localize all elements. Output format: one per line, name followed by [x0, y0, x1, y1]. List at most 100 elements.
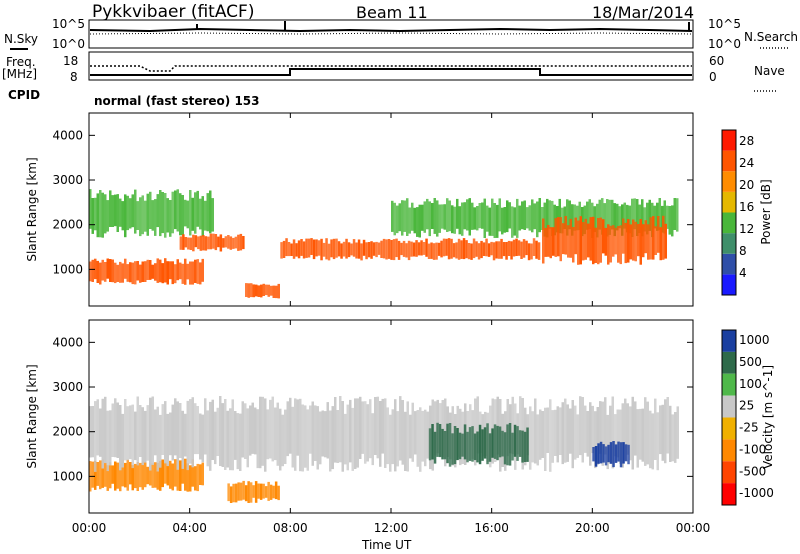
data-cell: [559, 217, 562, 262]
data-cell: [99, 460, 102, 490]
data-cell: [507, 240, 511, 256]
data-cell: [488, 207, 491, 236]
data-cell: [126, 406, 129, 461]
data-cell: [287, 242, 291, 257]
data-cell: [104, 462, 107, 487]
data-cell: [301, 404, 304, 472]
data-cell: [330, 239, 333, 258]
data-cell: [673, 198, 676, 230]
data-cell: [394, 399, 397, 472]
data-cell: [609, 225, 612, 263]
data-cell: [391, 409, 394, 465]
x-tick-label: 08:00: [273, 521, 308, 535]
data-cell: [438, 424, 442, 458]
data-cell: [511, 432, 514, 461]
data-cell: [101, 459, 104, 488]
power-heatmap: [89, 189, 679, 299]
data-cell: [603, 203, 606, 229]
data-cell: [561, 207, 564, 234]
data-cell: [296, 399, 299, 456]
data-cell: [414, 411, 417, 455]
data-cell: [506, 200, 509, 233]
velocity-colorbar-frame: [721, 329, 737, 506]
data-cell: [571, 204, 574, 236]
data-cell: [116, 194, 119, 232]
data-cell: [433, 198, 436, 234]
data-cell: [321, 410, 324, 457]
data-cell: [517, 240, 521, 256]
data-cell: [166, 413, 169, 467]
data-cell: [641, 199, 644, 237]
data-cell: [352, 239, 356, 257]
data-cell: [584, 218, 587, 260]
data-cell: [676, 198, 679, 232]
data-cell: [261, 396, 264, 466]
data-cell: [254, 407, 257, 455]
data-cell: [476, 206, 479, 231]
x-tick-label: 12:00: [374, 521, 409, 535]
data-cell: [290, 243, 293, 256]
data-cell: [646, 401, 649, 465]
data-cell: [473, 433, 477, 461]
data-cell: [189, 261, 192, 285]
data-cell: [201, 258, 204, 282]
data-cell: [339, 396, 342, 463]
data-cell: [434, 401, 437, 456]
data-cell: [229, 236, 233, 250]
data-cell: [315, 239, 318, 257]
data-cell: [430, 242, 433, 259]
data-cell: [461, 433, 464, 457]
data-cell: [221, 403, 224, 467]
cpid-label: CPID: [8, 88, 41, 102]
data-cell: [277, 283, 280, 299]
data-cell: [164, 193, 167, 238]
data-cell: [270, 285, 273, 296]
data-cell: [626, 204, 629, 233]
data-cell: [547, 224, 550, 257]
data-cell: [451, 205, 454, 234]
data-cell: [267, 481, 270, 501]
data-cell: [622, 218, 625, 254]
data-cell: [324, 411, 327, 458]
data-cell: [136, 396, 139, 466]
data-cell: [519, 396, 522, 457]
data-cell: [151, 396, 154, 465]
data-cell: [199, 413, 202, 460]
data-cell: [372, 242, 376, 256]
data-cell: [520, 241, 523, 259]
data-cell: [477, 243, 481, 260]
data-cell: [326, 402, 329, 459]
data-cell: [416, 207, 419, 237]
data-cell: [526, 207, 529, 229]
data-cell: [448, 423, 452, 467]
data-cell: [276, 402, 279, 466]
data-cell: [109, 410, 112, 466]
data-cell: [495, 241, 498, 259]
data-cell: [179, 262, 182, 280]
radar-title: Pykkvibaer (fitACF): [92, 2, 255, 22]
data-cell: [515, 238, 518, 256]
data-cell: [139, 462, 142, 488]
data-cell: [141, 195, 144, 235]
data-cell: [194, 403, 197, 455]
data-cell: [446, 198, 449, 232]
x-tick-label: 00:00: [676, 521, 711, 535]
data-cell: [461, 202, 464, 236]
data-cell: [349, 399, 352, 463]
data-cell: [259, 483, 263, 500]
data-cell: [106, 465, 109, 491]
data-cell: [376, 396, 379, 459]
data-cell: [246, 408, 249, 468]
x-tick-label: 00:00: [72, 521, 107, 535]
data-cell: [411, 202, 414, 231]
data-cell: [327, 243, 331, 261]
data-cell: [616, 409, 619, 458]
data-cell: [634, 401, 637, 456]
data-cell: [206, 410, 209, 467]
data-cell: [409, 414, 412, 459]
data-cell: [201, 462, 204, 486]
data-cell: [99, 262, 102, 285]
data-cell: [134, 411, 137, 461]
data-cell: [126, 264, 129, 282]
cpid-value: normal (fast stereo) 153: [94, 94, 260, 108]
